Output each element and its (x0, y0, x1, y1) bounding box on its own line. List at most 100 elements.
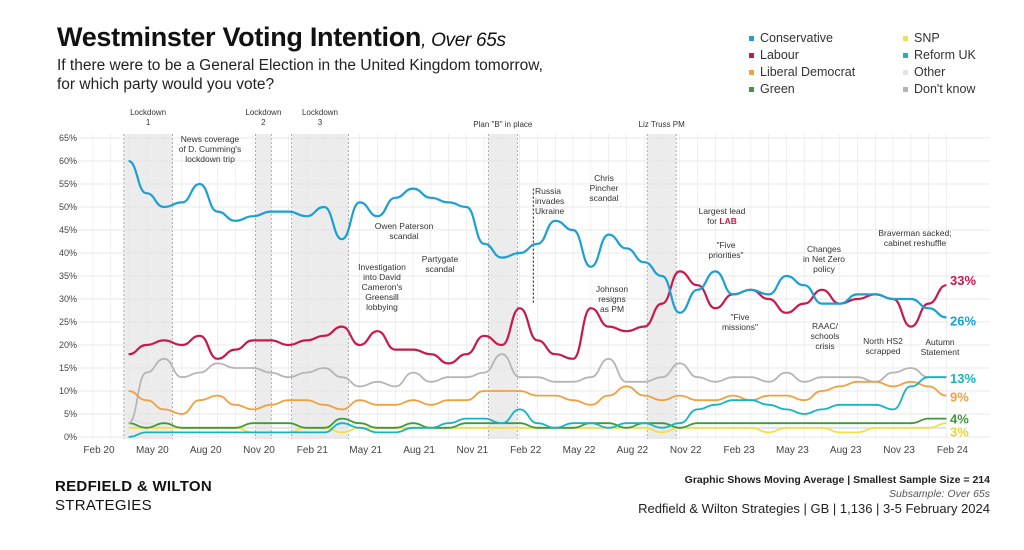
event-annotation: "Five missions" (722, 312, 758, 332)
legend-swatch (749, 69, 754, 75)
title-main: Westminster Voting Intention (57, 22, 422, 52)
event-annotation: News coverage of D. Cumming's lockdown t… (179, 134, 242, 164)
event-annotation-text: Chris Pincher scandal (589, 173, 619, 203)
event-annotation-text: Braverman sacked; cabinet reshuffle (878, 228, 952, 248)
legend-swatch (749, 35, 754, 41)
legend-label: Labour (760, 48, 799, 62)
period-label: Lockdown 1 (130, 108, 166, 128)
event-annotation: Owen Paterson scandal (375, 221, 434, 241)
legend-swatch (903, 35, 908, 41)
x-tick-label: Feb 23 (724, 445, 756, 456)
x-tick-label: Aug 22 (617, 445, 649, 456)
event-annotation: Autumn Statement (921, 337, 960, 357)
y-tick-label: 0% (64, 432, 77, 442)
event-annotation-text: Changes in Net Zero policy (802, 244, 846, 274)
y-tick-label: 40% (59, 248, 77, 258)
legend-item: Labour (749, 48, 799, 62)
y-tick-label: 10% (59, 386, 77, 396)
period-label-line2: 1 (145, 118, 151, 127)
period-label: Lockdown 2 (245, 108, 281, 128)
event-annotation: Largest lead for LAB (699, 206, 746, 226)
y-tick-label: 50% (59, 202, 77, 212)
legend-swatch (903, 69, 908, 75)
period-shade (255, 134, 272, 439)
legend-item: Other (903, 65, 945, 79)
end-value-label: 3% (950, 424, 969, 439)
x-tick-label: Feb 20 (83, 445, 115, 456)
event-annotation-text: RAAC/ schools crisis (810, 321, 840, 351)
x-tick-label: Nov 21 (457, 445, 489, 456)
event-highlight: LAB (719, 216, 737, 226)
period-label-line1: Plan "B" in place (473, 120, 533, 129)
end-value-label: 33% (950, 273, 976, 288)
period-label-line2: 3 (317, 118, 323, 127)
event-annotation: Braverman sacked; cabinet reshuffle (878, 228, 951, 248)
end-value-label: 4% (950, 412, 969, 427)
event-annotation-text: Largest lead for (698, 206, 746, 226)
period-label-line2: 2 (261, 118, 266, 127)
legend-item: Don't know (903, 82, 975, 96)
legend-swatch (903, 86, 908, 92)
event-annotation-text: Johnson resigns as PM (595, 284, 629, 314)
x-tick-label: Nov 23 (883, 445, 915, 456)
legend-item: Green (749, 82, 795, 96)
x-tick-label: Feb 24 (937, 445, 969, 456)
x-tick-label: May 20 (136, 445, 169, 456)
event-annotation-text: Russia invades Ukraine (535, 186, 565, 216)
y-tick-label: 30% (59, 294, 77, 304)
event-annotation-text: News coverage of D. Cumming's lockdown t… (178, 134, 242, 164)
period-label: Plan "B" in place (473, 120, 532, 130)
event-annotation-text: Owen Paterson scandal (374, 221, 434, 241)
y-tick-label: 45% (59, 225, 77, 235)
event-annotation: Investigation into David Cameron's Green… (358, 262, 406, 312)
y-tick-label: 55% (59, 179, 77, 189)
x-tick-label: Feb 21 (297, 445, 329, 456)
legend-swatch (749, 52, 754, 58)
x-tick-label: Aug 21 (403, 445, 435, 456)
brand-line-1: REDFIELD & WILTON (55, 478, 213, 495)
event-annotation: North HS2 scrapped (863, 336, 903, 356)
period-label-line1: Lockdown (245, 108, 282, 117)
legend-swatch (749, 86, 754, 92)
event-annotation-text: Investigation into David Cameron's Green… (358, 262, 406, 312)
period-shade (123, 134, 173, 439)
x-tick-label: May 23 (776, 445, 809, 456)
event-annotation: Russia invades Ukraine (535, 186, 564, 216)
legend-label: Reform UK (914, 48, 976, 62)
period-shade (488, 134, 518, 439)
end-value-label: 26% (950, 313, 976, 328)
legend-label: SNP (914, 31, 940, 45)
y-tick-label: 60% (59, 156, 77, 166)
chart-title: Westminster Voting Intention, Over 65s (57, 22, 506, 53)
event-annotation: Chris Pincher scandal (589, 173, 618, 203)
y-tick-label: 65% (59, 133, 77, 143)
y-tick-label: 5% (64, 409, 77, 419)
period-label-line1: Liz Truss PM (638, 120, 685, 129)
legend-label: Conservative (760, 31, 833, 45)
title-subgroup: , Over 65s (421, 30, 506, 51)
event-annotation: Partygate scandal (422, 254, 458, 274)
end-value-label: 13% (950, 371, 976, 386)
x-tick-label: Feb 22 (510, 445, 542, 456)
x-tick-label: Aug 23 (830, 445, 862, 456)
event-annotation-text: North HS2 scrapped (863, 336, 903, 356)
period-label: Liz Truss PM (639, 120, 685, 130)
period-label: Lockdown 3 (302, 108, 338, 128)
event-annotation: "Five priorities" (708, 240, 743, 260)
question-line-2: for which party would you vote? (57, 76, 275, 93)
event-annotation: Changes in Net Zero policy (803, 244, 845, 274)
legend-item: Reform UK (903, 48, 976, 62)
event-annotation-text: Autumn Statement (920, 337, 960, 357)
event-annotation: Johnson resigns as PM (596, 284, 628, 314)
question-line-1: If there were to be a General Election i… (57, 57, 543, 74)
y-tick-label: 15% (59, 363, 77, 373)
legend-label: Don't know (914, 82, 976, 96)
y-tick-label: 35% (59, 271, 77, 281)
x-tick-label: Nov 20 (243, 445, 275, 456)
event-annotation: RAAC/ schools crisis (811, 321, 840, 351)
brand-line-2: STRATEGIES (55, 497, 152, 514)
legend-label: Green (760, 82, 795, 96)
x-tick-label: May 22 (563, 445, 596, 456)
